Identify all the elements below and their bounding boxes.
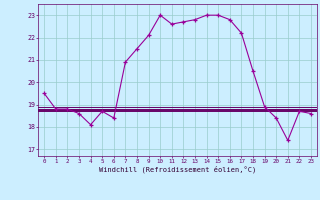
- X-axis label: Windchill (Refroidissement éolien,°C): Windchill (Refroidissement éolien,°C): [99, 165, 256, 173]
